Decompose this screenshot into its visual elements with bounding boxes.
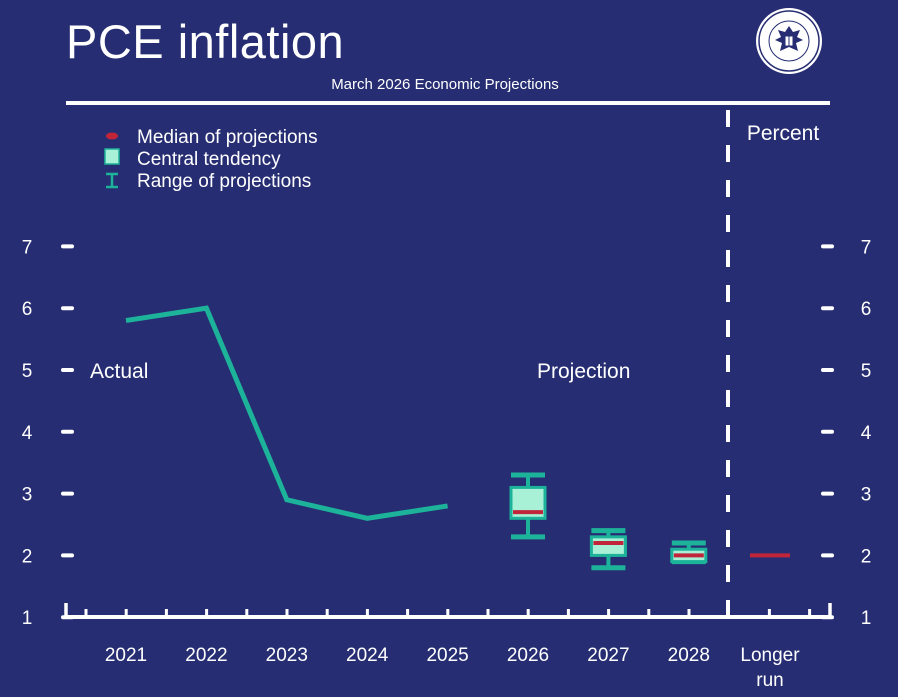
- y-tick-label-right: 1: [861, 608, 872, 629]
- x-tick-label: 2021: [105, 645, 147, 666]
- y-tick-label-left: 4: [22, 423, 33, 444]
- y-tick-label-right: 7: [861, 237, 872, 258]
- x-tick-label-run: run: [756, 670, 783, 691]
- x-tick-label: 2024: [346, 645, 389, 666]
- y-tick-label-right: 3: [861, 485, 872, 506]
- actual-annotation: Actual: [90, 360, 148, 383]
- federal-reserve-seal: [756, 8, 822, 74]
- x-tick-label: 2028: [668, 645, 710, 666]
- y-tick-label-left: 7: [22, 237, 33, 258]
- central-tendency-box: [589, 535, 627, 557]
- y-tick-label-left: 1: [22, 608, 33, 629]
- chart-title: PCE inflation: [66, 15, 345, 68]
- y-tick-label-right: 5: [861, 361, 872, 382]
- y-tick-label-right: 6: [861, 299, 872, 320]
- data-series: [125, 305, 790, 571]
- chart-subtitle: March 2026 Economic Projections: [331, 76, 559, 93]
- x-tick-label-longer: Longer: [740, 645, 800, 666]
- x-tick-label: 2022: [185, 645, 227, 666]
- legend-median-swatch: [106, 132, 118, 140]
- legend-central-swatch: [104, 148, 120, 165]
- projection-annotation: Projection: [537, 360, 630, 383]
- y-tick-label-left: 2: [22, 546, 33, 567]
- legend-median-label: Median of projections: [137, 127, 318, 148]
- legend-range-swatch: [106, 172, 118, 189]
- y-axis-ticks: 1 1 2 2 3 3 4 4 5 5 6 6 7 7: [22, 237, 872, 629]
- y-axis-unit-label: Percent: [747, 122, 820, 145]
- legend: Median of projections Central tendency R…: [104, 127, 318, 192]
- y-tick-label-left: 5: [22, 361, 33, 382]
- legend-range-label: Range of projections: [137, 171, 311, 192]
- y-tick-label-right: 2: [861, 546, 872, 567]
- x-tick-label: 2025: [426, 645, 468, 666]
- x-tick-label: 2026: [507, 645, 549, 666]
- y-tick-label-right: 4: [861, 423, 872, 444]
- x-axis: 2021 2022 2023 2024 2025 2026 2027 2028 Longer ru…: [64, 603, 832, 691]
- y-tick-label-left: 3: [22, 485, 33, 506]
- x-tick-label: 2027: [587, 645, 629, 666]
- legend-central-label: Central tendency: [137, 149, 281, 170]
- x-tick-label: 2023: [266, 645, 308, 666]
- actual-series-line: [125, 305, 448, 521]
- y-tick-label-left: 6: [22, 299, 33, 320]
